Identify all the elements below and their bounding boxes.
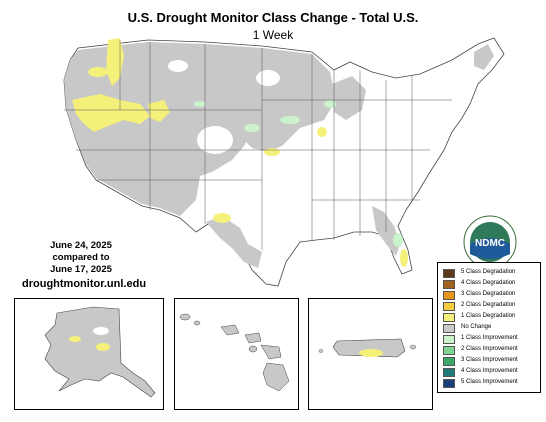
date-block: June 24, 2025 compared to June 17, 2025 — [36, 240, 126, 276]
legend-swatch — [443, 368, 455, 377]
legend-label: 3 Class Improvement — [461, 357, 518, 363]
map-subtitle: 1 Week — [252, 28, 294, 42]
compared-text: compared to — [52, 252, 110, 263]
degradation-texas — [213, 213, 231, 223]
legend-label: 2 Class Improvement — [461, 346, 518, 352]
current-date: June 24, 2025 — [50, 240, 112, 251]
legend-swatch — [443, 302, 455, 311]
degradation-pacific-nw — [72, 94, 150, 132]
legend-swatch — [443, 346, 455, 355]
legend-swatch — [443, 357, 455, 366]
legend-label: 4 Class Degradation — [461, 280, 516, 286]
hawaii-map — [179, 313, 290, 392]
source-url[interactable]: droughtmonitor.unl.edu — [22, 278, 147, 290]
no-change-texas — [206, 216, 262, 268]
degradation-montana — [148, 100, 170, 122]
no-change-west — [64, 42, 270, 216]
map-title: U.S. Drought Monitor Class Change - Tota… — [127, 10, 419, 25]
degradation-idaho — [106, 38, 124, 86]
inset-puerto-rico — [308, 298, 433, 410]
improvement-iowa — [324, 100, 336, 108]
degradation-kansas — [264, 148, 280, 156]
improvement-kansas — [244, 124, 260, 132]
improvement-plains — [194, 101, 206, 107]
degradation-wa — [88, 67, 108, 77]
degradation-florida — [400, 249, 408, 267]
legend-swatch — [443, 280, 455, 289]
legend-swatch — [443, 379, 455, 388]
no-change-northeast — [474, 44, 494, 70]
improvement-florida — [393, 233, 403, 247]
legend: 5 Class Degradation 4 Class Degradation 3 … — [437, 262, 541, 393]
previous-date: June 17, 2025 — [50, 264, 112, 275]
legend-label: 5 Class Improvement — [461, 379, 518, 385]
legend-swatch — [443, 313, 455, 322]
legend-label: No Change — [461, 324, 492, 330]
legend-swatch — [443, 269, 455, 278]
alaska-map — [44, 306, 156, 398]
unchanged-white-wyoming — [168, 60, 188, 72]
legend-label: 2 Class Degradation — [461, 302, 516, 308]
legend-label: 5 Class Degradation — [461, 269, 516, 275]
legend-label: 1 Class Degradation — [461, 313, 516, 319]
unchanged-white-colorado — [197, 126, 233, 154]
legend-swatch — [443, 291, 455, 300]
conus-map — [63, 37, 505, 287]
puerto-rico-map — [318, 338, 417, 358]
no-change-great-lakes — [332, 76, 366, 120]
legend-label: 4 Class Improvement — [461, 368, 518, 374]
inset-alaska — [14, 298, 164, 410]
inset-hawaii — [174, 298, 299, 410]
legend-label: 1 Class Improvement — [461, 335, 518, 341]
logo-text: NDMC — [475, 238, 505, 249]
improvement-nebraska — [280, 116, 300, 124]
legend-swatch — [443, 324, 455, 333]
unchanged-white-dakotas — [256, 70, 280, 86]
degradation-midwest — [317, 127, 327, 137]
state-boundaries — [64, 40, 452, 250]
legend-label: 3 Class Degradation — [461, 291, 516, 297]
legend-swatch — [443, 335, 455, 344]
ndmc-logo: NDMC — [463, 215, 517, 269]
